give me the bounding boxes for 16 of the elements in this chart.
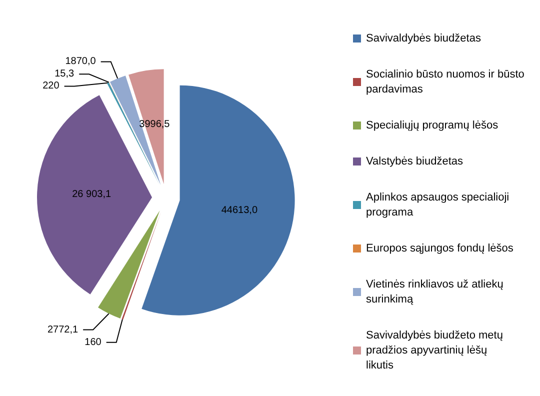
data-label: 1870,0: [65, 56, 96, 68]
data-label: 220: [42, 80, 60, 92]
legend-label: Europos sąjungos fondų lėšos: [366, 242, 514, 254]
data-label: 26 903,1: [72, 189, 112, 200]
data-label: 44613,0: [221, 205, 258, 216]
data-label: 15,3: [54, 68, 75, 80]
legend-label: Specialiųjų programų lėšos: [366, 120, 499, 132]
data-label: 2772,1: [47, 324, 78, 336]
data-label: 160: [84, 336, 102, 348]
legend-label: Socialinio būsto nuomos ir būsto pardavimas: [366, 68, 528, 96]
legend-label: Aplinkos apsaugos specialioji programa: [366, 192, 512, 218]
data-label: 3996,5: [139, 118, 170, 130]
legend-label: Vietinės rinkliavos už atliekų surinkimą: [366, 278, 506, 306]
legend-label: Savivaldybės biudžetas: [366, 32, 482, 44]
legend-label: Valstybės biudžetas: [366, 156, 464, 168]
legend-label: Savivaldybės biudžeto metų pradžios apyvartinių lėšų likutis: [366, 330, 506, 372]
